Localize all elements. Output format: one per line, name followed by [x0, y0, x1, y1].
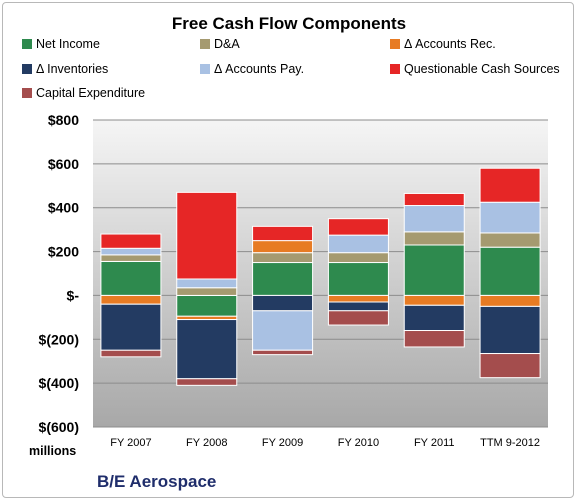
x-tick-label: TTM 9-2012: [480, 437, 540, 449]
bar-segment: [479, 294, 541, 307]
legend-label: Questionable Cash Sources: [404, 62, 560, 76]
y-tick-label: $400: [48, 200, 79, 216]
bar-segment: [479, 232, 541, 248]
bar-segment: [100, 260, 162, 296]
legend-label: Net Income: [36, 37, 100, 51]
x-tick-label: FY 2009: [262, 437, 303, 449]
legend-swatch: [390, 64, 400, 74]
legend-swatch: [200, 39, 210, 49]
bar-segment: [252, 252, 314, 264]
bar-segment: [479, 246, 541, 296]
bar-segment: [176, 294, 238, 317]
bar-segment: [176, 287, 238, 296]
legend-swatch: [22, 64, 32, 74]
bar-segment: [176, 278, 238, 289]
bar-segment: [479, 305, 541, 355]
bar-segment: [403, 231, 465, 246]
company-name: B/E Aerospace: [97, 472, 217, 491]
bar-segment: [252, 262, 314, 296]
bar-segment: [327, 218, 389, 236]
bar-segment: [327, 301, 389, 312]
y-tick-label: $200: [48, 244, 79, 260]
bar-segment: [327, 262, 389, 296]
bar-segment: [176, 191, 238, 280]
bar-segment: [403, 192, 465, 207]
bar-segment: [403, 304, 465, 332]
x-tick-label: FY 2008: [186, 437, 227, 449]
y-tick-label: $800: [48, 112, 79, 128]
x-tick-label: FY 2010: [338, 437, 379, 449]
legend-swatch: [200, 64, 210, 74]
bar-segment: [403, 205, 465, 233]
x-tick-label: FY 2011: [414, 437, 455, 449]
bar-segment: [327, 252, 389, 264]
bar-segment: [252, 310, 314, 351]
bar-segment: [100, 294, 162, 305]
bar-segment: [479, 201, 541, 234]
bar-segment: [176, 319, 238, 380]
chart-title: Free Cash Flow Components: [171, 14, 407, 33]
legend-label: Capital Expenditure: [36, 86, 146, 100]
legend-swatch: [22, 88, 32, 98]
legend-swatch: [22, 39, 32, 49]
bar-segment: [403, 244, 465, 296]
bar-segment: [252, 294, 314, 312]
y-tick-label: $(200): [39, 331, 79, 347]
bar-segment: [252, 349, 314, 356]
y-tick-label: $-: [67, 287, 80, 303]
bar-segment: [252, 240, 314, 254]
bar-segment: [176, 378, 238, 386]
bar-segment: [100, 303, 162, 351]
bar-segment: [479, 167, 541, 203]
bar-segment: [100, 247, 162, 256]
x-tick-label: FY 2007: [110, 437, 151, 449]
units-label: millions: [29, 444, 77, 458]
legend-item: Questionable Cash Sources: [390, 62, 560, 76]
bar-segment: [100, 233, 162, 249]
legend-item: Net Income: [22, 37, 100, 51]
bar-segment: [327, 294, 389, 303]
y-tick-label: $(400): [39, 375, 79, 391]
legend-item: D&A: [200, 37, 240, 51]
legend-label: Δ Inventories: [36, 62, 109, 76]
legend-swatch: [390, 39, 400, 49]
legend-item: Δ Accounts Rec.: [390, 37, 496, 51]
bar-segment: [100, 254, 162, 262]
bar-segment: [100, 349, 162, 358]
y-tick-label: $600: [48, 156, 79, 172]
bar-segment: [327, 234, 389, 254]
legend-item: Δ Inventories: [22, 62, 108, 76]
bar-segment: [252, 225, 314, 242]
legend-label: Δ Accounts Pay.: [214, 62, 305, 76]
plot-area: [93, 120, 548, 427]
legend-item: Capital Expenditure: [22, 86, 145, 100]
legend-label: Δ Accounts Rec.: [404, 37, 496, 51]
legend-label: D&A: [214, 37, 240, 51]
bar-segment: [403, 330, 465, 348]
legend-item: Δ Accounts Pay.: [200, 62, 304, 76]
y-tick-label: $(600): [39, 419, 79, 435]
bar-segment: [327, 310, 389, 326]
bar-segment: [479, 353, 541, 379]
bar-segment: [403, 294, 465, 306]
